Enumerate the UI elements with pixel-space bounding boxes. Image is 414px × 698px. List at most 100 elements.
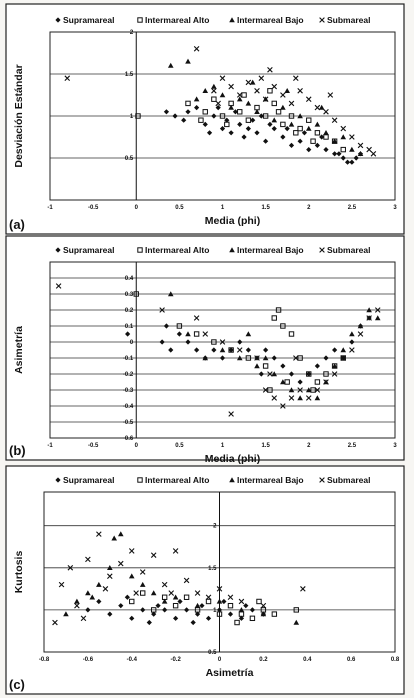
data-point-square bbox=[306, 117, 312, 123]
data-point-square bbox=[310, 387, 316, 393]
data-point-x bbox=[236, 347, 243, 353]
data-point-diamond bbox=[254, 130, 260, 136]
data-point-diamond bbox=[125, 331, 131, 337]
data-point-diamond bbox=[194, 105, 200, 111]
x-tick-label: -0.4 bbox=[127, 657, 138, 663]
legend-marker bbox=[137, 17, 143, 23]
data-point-diamond bbox=[349, 339, 355, 345]
data-point-x bbox=[107, 573, 113, 579]
data-point-diamond bbox=[306, 371, 312, 377]
data-point-diamond bbox=[301, 130, 308, 136]
data-point-diamond bbox=[344, 159, 351, 165]
data-point-x bbox=[280, 92, 286, 98]
data-point-diamond bbox=[202, 121, 208, 127]
x-axis-title: Media (phi) bbox=[205, 453, 260, 465]
data-point-diamond bbox=[243, 603, 249, 609]
x-tick-label: 2.5 bbox=[348, 205, 357, 211]
chart-panel-c: 0.5 1 1.5 2 -0.8 -0.6 -0.4 -0.2 0 0.2 0.4 0.6 0.8 Sup… bbox=[5, 465, 405, 695]
data-point-triangle bbox=[216, 598, 223, 604]
legend-marker bbox=[137, 477, 143, 483]
data-point-square bbox=[129, 598, 135, 605]
data-point-x bbox=[327, 92, 334, 98]
data-point-x bbox=[293, 355, 299, 361]
data-point-square bbox=[211, 96, 217, 102]
data-point-square bbox=[193, 331, 200, 337]
data-point-triangle bbox=[297, 113, 303, 119]
data-point-diamond bbox=[190, 619, 196, 626]
data-point-diamond bbox=[215, 105, 221, 111]
data-point-square bbox=[262, 363, 269, 369]
data-point-diamond bbox=[336, 151, 342, 157]
data-point-x bbox=[300, 586, 306, 592]
x-tick-label: -1 bbox=[47, 443, 53, 449]
data-point-diamond bbox=[162, 607, 168, 613]
data-point-triangle bbox=[128, 573, 135, 579]
data-point-triangle bbox=[228, 104, 234, 110]
data-point-diamond bbox=[219, 126, 226, 132]
legend-marker bbox=[55, 477, 61, 483]
data-point-triangle bbox=[366, 307, 372, 313]
data-point-x bbox=[133, 590, 139, 596]
y-tick-label: 0.3 bbox=[125, 292, 134, 298]
data-point-diamond bbox=[194, 611, 201, 617]
data-point-triangle bbox=[219, 347, 226, 353]
data-point-triangle bbox=[374, 315, 381, 321]
data-point-diamond bbox=[237, 121, 243, 127]
chart-panel-b: -0.6 -0.5 -0.4 -0.3 -0.2 -0.1 0 0.1 0.2 0.3 0.4 -1 -… bbox=[5, 235, 405, 465]
data-point-diamond bbox=[151, 611, 157, 617]
data-point-diamond bbox=[177, 598, 183, 605]
y-tick-label: 0.4 bbox=[125, 276, 134, 282]
data-point-triangle bbox=[280, 104, 286, 110]
data-point-triangle bbox=[305, 125, 312, 131]
data-point-x bbox=[150, 552, 157, 558]
data-point-diamond bbox=[228, 130, 234, 136]
data-point-x bbox=[366, 146, 372, 153]
legend-marker bbox=[229, 477, 235, 483]
data-point-triangle bbox=[185, 58, 191, 64]
data-point-triangle bbox=[349, 331, 355, 337]
data-point-triangle bbox=[357, 151, 364, 156]
data-point-triangle bbox=[139, 581, 146, 587]
data-point-diamond bbox=[288, 371, 295, 377]
data-point-diamond bbox=[263, 347, 269, 353]
data-point-square bbox=[140, 590, 146, 596]
panel-label: (b) bbox=[9, 443, 26, 458]
data-point-x bbox=[254, 88, 260, 94]
data-point-x bbox=[262, 96, 269, 102]
x-tick-label: -0.5 bbox=[88, 205, 99, 211]
data-point-triangle bbox=[167, 62, 174, 68]
data-point-triangle bbox=[260, 611, 267, 617]
data-point-triangle bbox=[288, 121, 295, 127]
data-point-square bbox=[275, 307, 282, 313]
x-tick-label: 0.4 bbox=[303, 657, 312, 663]
data-point-triangle bbox=[193, 96, 200, 102]
data-point-diamond bbox=[288, 142, 295, 148]
x-tick-label: 2.5 bbox=[348, 443, 357, 449]
data-point-diamond bbox=[155, 603, 161, 609]
data-point-diamond bbox=[185, 109, 191, 115]
data-point-triangle bbox=[161, 598, 168, 604]
data-point-diamond bbox=[216, 607, 223, 613]
y-tick-label: -0.1 bbox=[123, 356, 134, 362]
data-point-diamond bbox=[168, 347, 174, 353]
data-point-diamond bbox=[183, 607, 190, 613]
y-tick-label: -0.5 bbox=[123, 420, 134, 426]
legend-marker bbox=[229, 247, 235, 253]
data-point-triangle bbox=[111, 535, 117, 541]
data-point-square bbox=[237, 109, 243, 115]
data-point-x bbox=[305, 395, 312, 401]
y-tick-label: 2 bbox=[130, 30, 134, 36]
data-point-triangle bbox=[89, 594, 96, 600]
data-point-x bbox=[245, 79, 252, 86]
legend-marker bbox=[55, 247, 61, 253]
y-axis-title: Desviación Estándar bbox=[13, 64, 25, 167]
x-tick-label: -0.6 bbox=[83, 657, 94, 663]
data-point-x bbox=[67, 565, 74, 571]
data-point-diamond bbox=[249, 607, 256, 613]
data-point-square bbox=[267, 88, 273, 94]
x-tick-label: 0.8 bbox=[391, 657, 400, 663]
data-point-square bbox=[271, 611, 278, 617]
data-point-square bbox=[271, 100, 277, 107]
data-point-diamond bbox=[238, 615, 245, 621]
